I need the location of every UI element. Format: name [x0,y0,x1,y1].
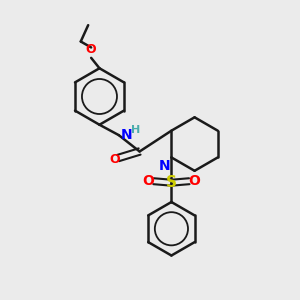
Text: O: O [109,153,120,166]
Text: O: O [189,174,200,188]
Text: N: N [158,159,170,173]
Text: O: O [86,44,97,56]
Text: H: H [131,125,140,135]
Text: O: O [142,174,154,188]
Text: S: S [166,175,177,190]
Text: N: N [120,128,132,142]
